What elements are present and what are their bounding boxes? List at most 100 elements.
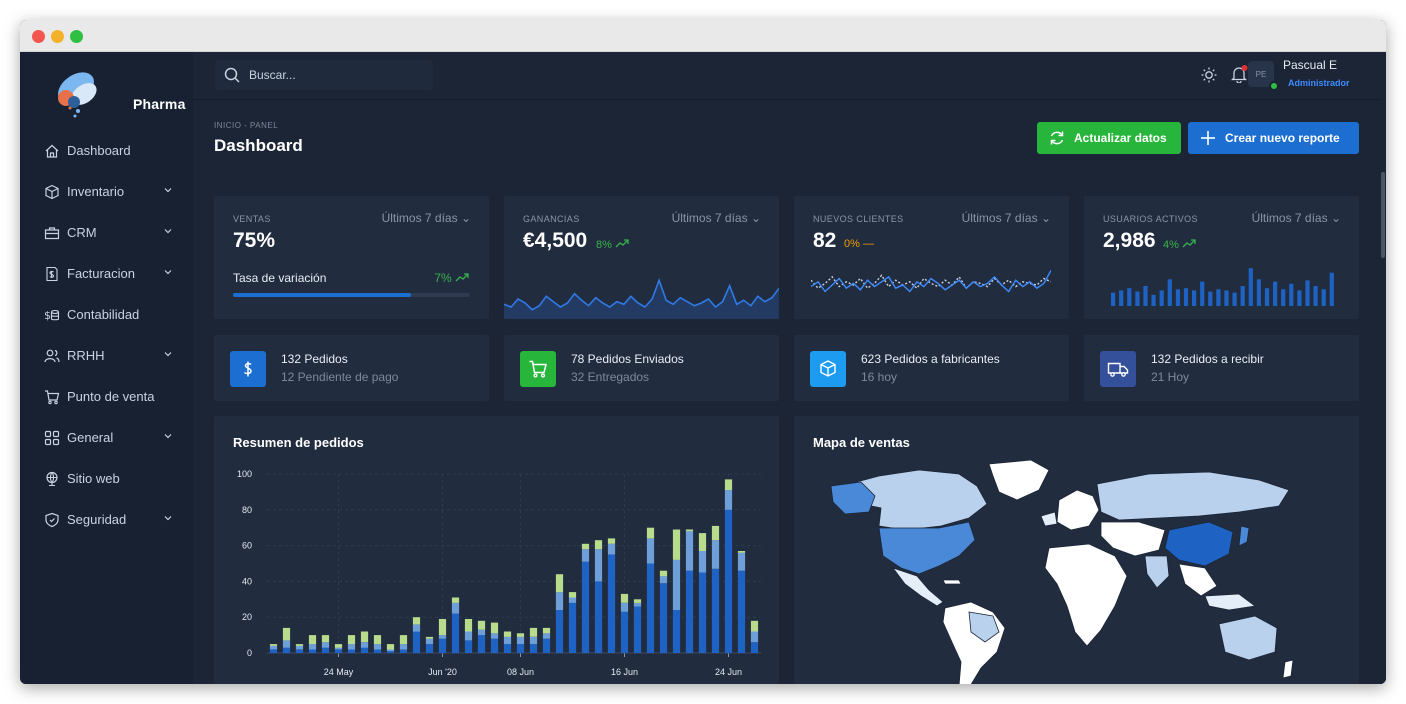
sidebar-item-seguridad[interactable]: Seguridad bbox=[20, 499, 193, 540]
sidebar-item-contabilidad[interactable]: $ Contabilidad bbox=[20, 294, 193, 335]
chevron-down-icon[interactable] bbox=[163, 513, 173, 523]
orders-bar-segment bbox=[516, 644, 525, 653]
map-region-russia bbox=[1096, 471, 1290, 521]
variation-label: Tasa de variación bbox=[233, 271, 327, 285]
order-subtitle: 16 hoy bbox=[861, 370, 898, 384]
orders-summary-title: Resumen de pedidos bbox=[233, 435, 364, 450]
orders-bar-segment bbox=[672, 610, 681, 653]
orders-bar-segment bbox=[503, 631, 512, 637]
clientes-line-clientes_1 bbox=[811, 270, 1051, 293]
chevron-down-icon[interactable] bbox=[163, 349, 173, 359]
orders-bar-segment bbox=[555, 592, 564, 610]
minimize-window-button[interactable] bbox=[51, 30, 64, 43]
breadcrumb: INICIO - PANEL bbox=[214, 121, 279, 130]
order-card-enviados[interactable]: 78 Pedidos Enviados 32 Entregados bbox=[504, 335, 779, 401]
refresh-data-button[interactable]: Actualizar datos bbox=[1037, 122, 1181, 154]
cart-icon bbox=[44, 389, 60, 405]
sidebar-nav: Dashboard Inventario CRM Facturacion $ Contab… bbox=[20, 130, 193, 540]
order-card-fabricantes[interactable]: 623 Pedidos a fabricantes 16 hoy bbox=[794, 335, 1069, 401]
sidebar-item-inventario[interactable]: Inventario bbox=[20, 171, 193, 212]
notifications-bell-icon[interactable] bbox=[1230, 65, 1248, 83]
sidebar-item-label: Dashboard bbox=[67, 143, 131, 158]
orders-bar-segment bbox=[451, 602, 460, 614]
search-input[interactable] bbox=[249, 60, 429, 90]
orders-bar-segment bbox=[399, 644, 408, 650]
order-subtitle: 12 Pendiente de pago bbox=[281, 370, 399, 384]
users-icon bbox=[44, 348, 60, 364]
sidebar-item-crm[interactable]: CRM bbox=[20, 212, 193, 253]
y-tick-label: 100 bbox=[237, 469, 252, 479]
orders-bar-segment bbox=[451, 597, 460, 603]
sidebar-item-punto-de-venta[interactable]: Punto de venta bbox=[20, 376, 193, 417]
chevron-down-icon[interactable] bbox=[163, 267, 173, 277]
usuarios-bar bbox=[1143, 286, 1148, 306]
orders-bar-segment bbox=[685, 531, 694, 571]
orders-bar-segment bbox=[646, 527, 655, 539]
world-sales-map[interactable] bbox=[809, 456, 1329, 684]
period-dropdown[interactable]: Últimos 7 días ⌄ bbox=[962, 211, 1051, 225]
orders-bar-segment bbox=[373, 644, 382, 650]
stat-card-usuarios-activos: USUARIOS ACTIVOS Últimos 7 días ⌄ 2,986 … bbox=[1084, 196, 1359, 319]
user-name[interactable]: Pascual E bbox=[1283, 58, 1338, 72]
page-scrollbar[interactable] bbox=[1380, 72, 1386, 684]
new-report-label: Crear nuevo reporte bbox=[1225, 131, 1340, 145]
orders-bar-segment bbox=[321, 647, 330, 653]
orders-bar-segment bbox=[282, 647, 291, 653]
orders-bar-segment bbox=[646, 563, 655, 653]
y-tick-label: 80 bbox=[242, 505, 252, 515]
chevron-down-icon[interactable] bbox=[163, 431, 173, 441]
orders-bar-segment bbox=[711, 525, 720, 541]
orders-bar-segment bbox=[321, 642, 330, 648]
order-title: 623 Pedidos a fabricantes bbox=[861, 352, 1000, 366]
orders-bar-segment bbox=[659, 576, 668, 584]
sidebar-item-label: Sitio web bbox=[67, 471, 120, 486]
map-region-central-asia bbox=[1100, 521, 1166, 557]
box-icon bbox=[44, 184, 60, 200]
sales-map-title: Mapa de ventas bbox=[813, 435, 910, 450]
orders-bar-segment bbox=[308, 635, 317, 645]
usuarios-bar bbox=[1289, 283, 1294, 306]
y-tick-label: 20 bbox=[242, 612, 252, 622]
orders-bar-segment bbox=[386, 649, 395, 652]
sidebar-item-rrhh[interactable]: RRHH bbox=[20, 335, 193, 376]
maximize-window-button[interactable] bbox=[70, 30, 83, 43]
app-logo[interactable]: Pharma bbox=[48, 64, 185, 124]
orders-bar-segment bbox=[659, 583, 668, 653]
order-card-pedidos[interactable]: 132 Pedidos 12 Pendiente de pago bbox=[214, 335, 489, 401]
stat-label: GANANCIAS bbox=[523, 214, 580, 224]
coins-icon: $ bbox=[44, 307, 60, 323]
sidebar-item-label: Contabilidad bbox=[67, 307, 140, 322]
usuarios-bar bbox=[1248, 268, 1253, 306]
orders-bar-segment bbox=[672, 559, 681, 610]
stat-trend: 0% — bbox=[844, 238, 874, 250]
y-tick-label: 0 bbox=[247, 648, 252, 658]
orders-bar-segment bbox=[568, 602, 577, 653]
variation-progress-track bbox=[233, 293, 470, 297]
stat-card-ganancias: GANANCIAS Últimos 7 días ⌄ €4,500 8% bbox=[504, 196, 779, 319]
period-dropdown[interactable]: Últimos 7 días ⌄ bbox=[382, 211, 471, 225]
orders-bar-segment bbox=[477, 629, 486, 636]
orders-bar-segment bbox=[594, 540, 603, 550]
sidebar-item-sitio-web[interactable]: Sitio web bbox=[20, 458, 193, 499]
orders-bar-segment bbox=[698, 551, 707, 573]
orders-bar-segment bbox=[308, 649, 317, 653]
period-dropdown[interactable]: Últimos 7 días ⌄ bbox=[1252, 211, 1341, 225]
map-region-new-zealand bbox=[1282, 659, 1294, 679]
sidebar-item-dashboard[interactable]: Dashboard bbox=[20, 130, 193, 171]
trend-flat-icon: — bbox=[862, 238, 874, 250]
sidebar-item-facturacion[interactable]: Facturacion bbox=[20, 253, 193, 294]
order-card-recibir[interactable]: 132 Pedidos a recibir 21 Hoy bbox=[1084, 335, 1359, 401]
chevron-down-icon[interactable] bbox=[163, 226, 173, 236]
chevron-down-icon[interactable] bbox=[163, 185, 173, 195]
period-dropdown[interactable]: Últimos 7 días ⌄ bbox=[672, 211, 761, 225]
sidebar-item-general[interactable]: General bbox=[20, 417, 193, 458]
orders-bar-segment bbox=[698, 572, 707, 653]
usuarios-bar bbox=[1305, 280, 1310, 306]
new-report-button[interactable]: Crear nuevo reporte bbox=[1188, 122, 1359, 154]
orders-bar-segment bbox=[516, 633, 525, 637]
sidebar-item-label: Inventario bbox=[67, 184, 125, 199]
stat-value: 2,986 bbox=[1103, 229, 1156, 252]
theme-toggle-sun-icon[interactable] bbox=[1201, 67, 1217, 83]
page-scrollbar-thumb[interactable] bbox=[1381, 172, 1385, 258]
close-window-button[interactable] bbox=[32, 30, 45, 43]
